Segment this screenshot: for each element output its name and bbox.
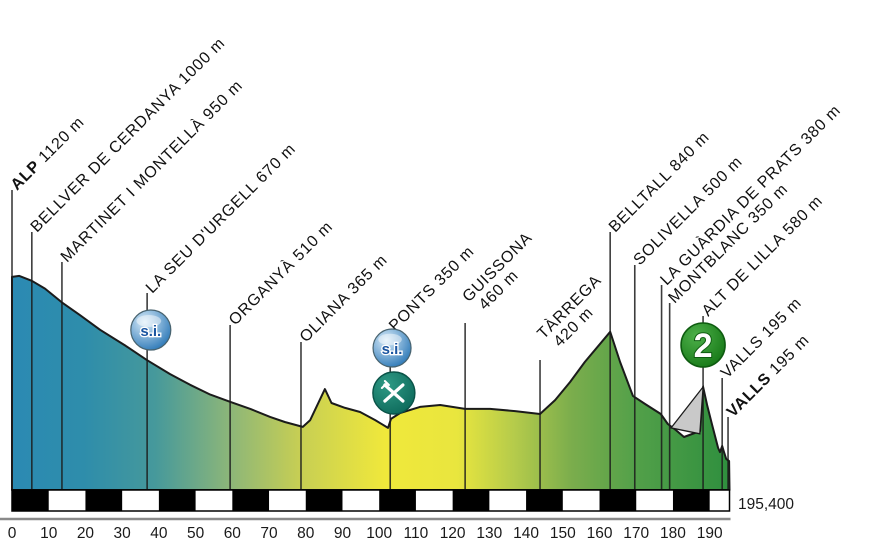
- bar-black-segment: [379, 490, 416, 511]
- bar-black-segment: [452, 490, 490, 511]
- category-2-climb-icon: 2: [680, 322, 726, 368]
- axis-tick-label: 60: [224, 525, 242, 542]
- axis-tick-label: 0: [8, 525, 17, 542]
- axis-tick-label: 40: [150, 525, 168, 542]
- lilla-gray-peak: [669, 384, 704, 435]
- town-label: BELLTALL 840 m: [606, 129, 713, 236]
- si-label: s.i.: [382, 341, 403, 358]
- axis-tick-label: 70: [260, 525, 278, 542]
- distance-checker-bar: [0, 489, 731, 521]
- axis-tick-label: 190: [697, 525, 723, 542]
- axis-tick-label: 80: [297, 525, 315, 542]
- bar-black-segment: [85, 490, 123, 511]
- axis-tick-label: 100: [366, 525, 392, 542]
- intermediate-sprint-icon: s.i.: [372, 328, 412, 368]
- axis-tick-label: 10: [40, 525, 58, 542]
- axis-tick-label: 150: [550, 525, 576, 542]
- axis-tick-label: 180: [660, 525, 686, 542]
- town-marker-lines: [11, 190, 729, 490]
- axis-tick-label: 120: [440, 525, 466, 542]
- axis-tick-label: 50: [187, 525, 205, 542]
- feed-zone-icon: [372, 371, 416, 415]
- axis-tick-label: 170: [623, 525, 649, 542]
- profile-area: [11, 274, 731, 491]
- total-distance-label: 195,400: [738, 496, 794, 513]
- route-icons: s.i. s.i. 2: [130, 309, 726, 415]
- gray-peak-wedge: [669, 384, 704, 435]
- town-label: GUISSONA460 m: [460, 229, 548, 317]
- town-label: VALLS 195 m: [718, 295, 805, 382]
- si-label: s.i.: [140, 323, 161, 340]
- axis-tick-label: 160: [587, 525, 613, 542]
- town-label: OLIANA 365 m: [297, 252, 391, 346]
- axis-tick-label: 130: [476, 525, 502, 542]
- climb-category-label: 2: [694, 327, 713, 365]
- axis-tick-label: 90: [334, 525, 352, 542]
- bar-black-segment: [232, 490, 270, 511]
- axis-tick-label: 20: [77, 525, 95, 542]
- elevation-area: [11, 274, 731, 491]
- bar-black-segment: [672, 490, 710, 511]
- town-label: VALLS 195 m: [724, 332, 813, 421]
- bar-border: [11, 489, 731, 512]
- bar-black-segment: [526, 490, 563, 511]
- bar-black-segment: [599, 490, 637, 511]
- crossed-fork-knife: [380, 380, 405, 403]
- axis-tick-label: 140: [513, 525, 539, 542]
- bar-black-segment: [12, 490, 49, 511]
- axis-tick-label: 30: [114, 525, 132, 542]
- axis-tick-label: 110: [404, 525, 429, 542]
- bar-black-segment: [158, 490, 196, 511]
- bar-black-segment: [305, 490, 343, 511]
- km-axis: 0 10 20 30 40 50 60 70 80 90 100 110 120 130 140 150 160…: [8, 525, 723, 542]
- intermediate-sprint-icon: s.i.: [130, 309, 172, 351]
